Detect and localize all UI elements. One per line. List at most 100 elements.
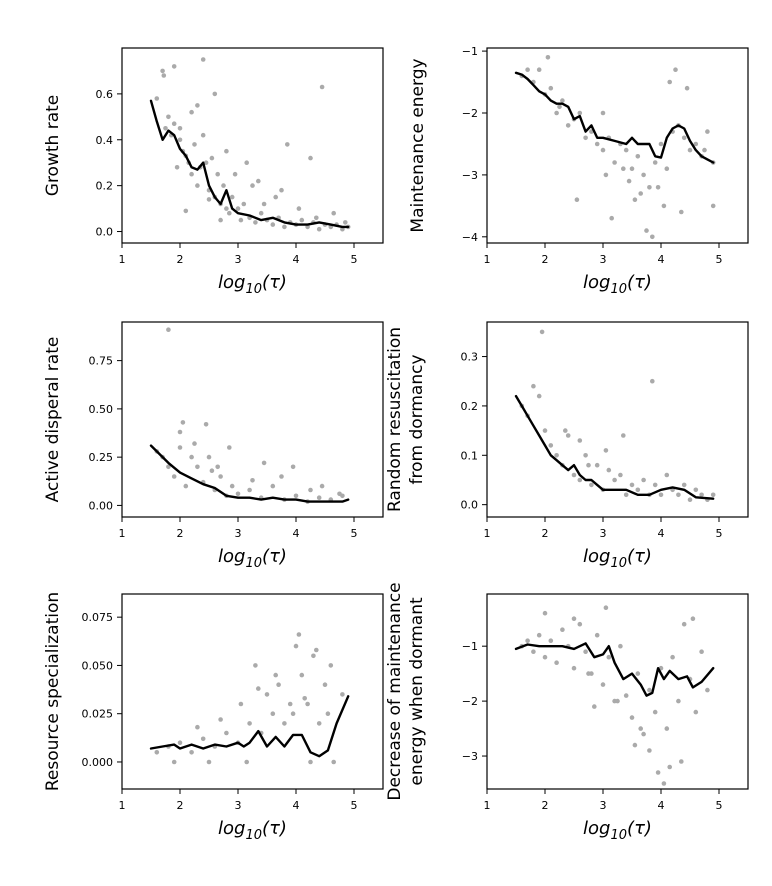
x-tick-label: 2 — [542, 527, 549, 540]
data-point — [644, 228, 649, 233]
y-tick-label: −1 — [462, 640, 478, 653]
data-point — [195, 464, 200, 470]
data-point — [577, 110, 583, 116]
data-point — [195, 183, 200, 188]
data-point — [209, 468, 215, 474]
y-tick-label: 0.00 — [89, 499, 114, 512]
axes-frame — [486, 321, 749, 518]
data-point — [583, 453, 588, 458]
data-point — [154, 96, 160, 101]
data-point — [618, 472, 623, 478]
data-point — [255, 178, 261, 184]
data-point — [177, 740, 183, 745]
data-point — [177, 445, 183, 450]
x-tick-label: 5 — [716, 799, 723, 812]
data-point — [531, 649, 536, 654]
data-point — [554, 110, 559, 116]
data-point — [218, 474, 223, 479]
x-tick-label: 1 — [484, 799, 491, 812]
data-point — [545, 55, 551, 60]
y-axis-label: energy when dormant — [407, 597, 427, 786]
data-point — [687, 147, 693, 153]
x-axis-label: log10(τ) — [583, 272, 652, 297]
data-point — [577, 438, 583, 443]
data-point — [270, 483, 276, 489]
data-point — [235, 491, 241, 497]
data-point — [166, 114, 171, 120]
data-point — [594, 462, 600, 468]
data-point — [255, 686, 261, 691]
data-point — [206, 759, 212, 765]
data-point — [560, 98, 565, 103]
data-point — [261, 460, 267, 466]
y-axis-label: Active disperal rate — [43, 337, 63, 503]
data-point — [693, 709, 699, 715]
data-point — [247, 721, 252, 726]
data-point — [189, 454, 194, 460]
data-point — [180, 420, 186, 425]
data-point — [203, 160, 209, 165]
y-tick-label: 0.3 — [461, 351, 479, 364]
data-point — [664, 726, 670, 731]
data-point — [319, 84, 325, 90]
data-point — [322, 682, 328, 687]
data-point — [612, 477, 617, 483]
data-point — [571, 665, 577, 671]
x-tick-label: 5 — [716, 253, 723, 266]
data-point — [273, 672, 279, 678]
data-point — [171, 64, 177, 69]
x-tick-label: 1 — [484, 253, 491, 266]
panel-3: 1 2 3 4 5 0.00 0.25 0.50 0.75 log10(τ) Active disp… — [43, 321, 384, 571]
data-point — [293, 493, 299, 499]
data-point — [632, 742, 638, 748]
data-point — [183, 483, 189, 489]
data-point — [548, 85, 554, 91]
data-point — [554, 453, 559, 458]
data-point — [531, 383, 536, 389]
x-tick-label: 2 — [177, 253, 184, 266]
data-point — [681, 621, 687, 627]
data-point — [664, 166, 670, 171]
data-point — [316, 721, 322, 726]
panel-1: 1 2 3 4 5 0.0 0.2 0.4 0.6 log10(τ) Growth rate — [43, 47, 384, 297]
x-axis-label: log10(τ) — [583, 546, 652, 571]
data-point — [589, 482, 594, 488]
y-tick-label: −3 — [462, 750, 478, 763]
y-tick-label: 0.1 — [461, 449, 479, 462]
x-tick-label: 3 — [600, 253, 607, 266]
y-tick-label: −3 — [462, 169, 478, 182]
data-point — [655, 185, 661, 190]
y-tick-label: −2 — [462, 107, 478, 120]
data-point — [676, 698, 681, 704]
x-tick-label: 2 — [177, 799, 184, 812]
data-point — [279, 187, 284, 193]
data-point — [586, 462, 591, 468]
data-point — [247, 487, 252, 493]
y-tick-label: 0.000 — [82, 756, 114, 769]
y-axis-label: Growth rate — [43, 95, 63, 196]
y-tick-label: 0.4 — [96, 134, 114, 147]
data-point — [542, 654, 548, 660]
data-point — [154, 750, 160, 755]
data-point — [250, 183, 255, 188]
data-point — [343, 220, 348, 225]
data-point — [673, 67, 678, 72]
data-point — [615, 698, 620, 704]
data-point — [314, 647, 319, 653]
data-point — [218, 717, 223, 722]
data-point — [571, 616, 577, 621]
data-point — [670, 654, 675, 660]
data-point — [710, 203, 716, 209]
data-point — [661, 781, 667, 786]
data-point — [325, 711, 331, 716]
data-point — [664, 472, 670, 478]
data-point — [224, 206, 229, 211]
data-point — [641, 731, 646, 737]
y-tick-label: 0.6 — [96, 88, 114, 101]
data-point — [565, 123, 571, 128]
data-point — [638, 191, 643, 196]
data-point — [603, 172, 609, 178]
data-point — [525, 638, 530, 643]
data-point — [316, 226, 322, 232]
